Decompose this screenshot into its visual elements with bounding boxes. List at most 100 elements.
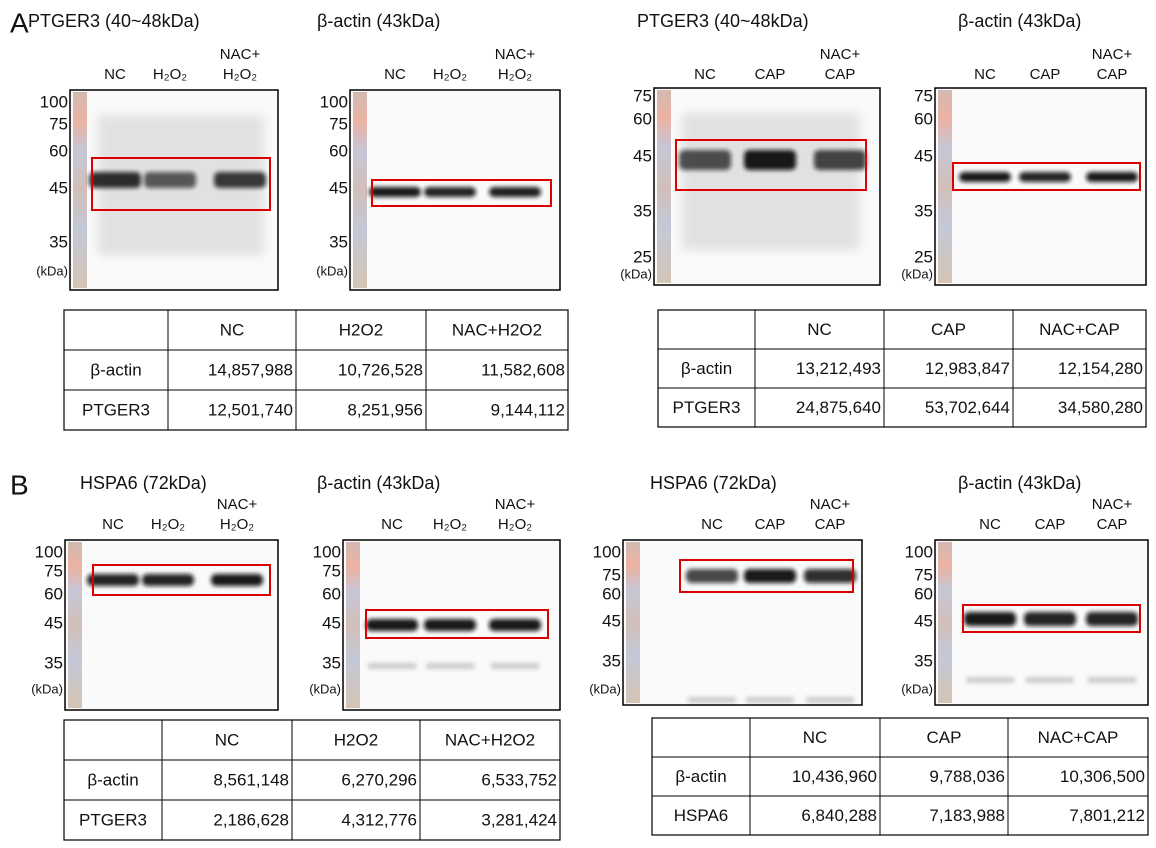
marker-label: 100 <box>35 542 63 561</box>
lane-label: H₂O₂ <box>153 66 187 83</box>
marker-label: 35 <box>329 232 348 251</box>
table-header: NC <box>220 320 245 339</box>
lane-label: NAC+ <box>495 46 536 63</box>
band <box>144 172 196 188</box>
marker-label: (kDa) <box>31 681 63 696</box>
band <box>424 619 476 631</box>
table-cell: 12,983,847 <box>925 359 1010 378</box>
lane-label: H₂O₂ <box>498 516 532 533</box>
blot-title: β-actin (43kDa) <box>317 473 440 493</box>
table-cell: 34,580,280 <box>1058 398 1143 417</box>
smear <box>682 113 860 250</box>
marker-label: 75 <box>329 114 348 133</box>
lane-label: NAC+ <box>810 496 851 513</box>
marker-label: 35 <box>49 232 68 251</box>
table-cell: 10,306,500 <box>1060 767 1145 786</box>
table-cell: 3,281,424 <box>481 810 557 829</box>
lane-label: CAP <box>1035 516 1066 533</box>
table-cell: 7,801,212 <box>1069 806 1145 825</box>
band <box>87 574 139 586</box>
marker-ladder <box>68 542 82 708</box>
band <box>1024 612 1076 626</box>
lane-label: H₂O₂ <box>151 516 185 533</box>
blot-frame <box>934 539 1149 706</box>
lane-label: CAP <box>825 66 856 83</box>
band <box>142 574 194 586</box>
lane-label: CAP <box>755 516 786 533</box>
band <box>366 619 418 631</box>
table-header: NC <box>807 320 832 339</box>
marker-label: 100 <box>40 92 68 111</box>
marker-label: 35 <box>322 653 341 672</box>
marker-label: 60 <box>914 584 933 603</box>
row-label: β-actin <box>90 360 141 379</box>
lane-label: NC <box>701 516 723 533</box>
blot-background <box>935 88 1146 285</box>
faint-band <box>1088 677 1136 683</box>
marker-label: 60 <box>633 109 652 128</box>
marker-label: 35 <box>602 651 621 670</box>
table-header: CAP <box>927 728 962 747</box>
faint-band <box>368 663 416 669</box>
table-frame <box>657 309 1147 428</box>
marker-label: 45 <box>44 613 63 632</box>
marker-ladder <box>938 542 952 703</box>
marker-label: 60 <box>914 109 933 128</box>
blot-title: PTGER3 (40~48kDa) <box>28 11 200 31</box>
lane-label: CAP <box>1097 66 1128 83</box>
marker-label: (kDa) <box>901 681 933 696</box>
table-frame <box>63 719 561 841</box>
marker-label: (kDa) <box>620 266 652 281</box>
faint-band <box>688 697 736 703</box>
band <box>214 172 266 188</box>
marker-label: 45 <box>914 146 933 165</box>
table-cell: 10,726,528 <box>338 360 423 379</box>
blot-title: PTGER3 (40~48kDa) <box>637 11 809 31</box>
table-cell: 53,702,644 <box>925 398 1010 417</box>
marker-label: 75 <box>49 114 68 133</box>
marker-label: 75 <box>602 565 621 584</box>
table-cell: 9,144,112 <box>491 400 565 419</box>
table-cell: 4,312,776 <box>341 810 417 829</box>
blot-frame <box>349 89 561 291</box>
band <box>489 619 541 631</box>
table-header: CAP <box>931 320 966 339</box>
marker-label: 45 <box>602 611 621 630</box>
lane-label: NAC+ <box>495 496 536 513</box>
table-cell: 9,788,036 <box>929 767 1005 786</box>
marker-ladder <box>626 542 640 703</box>
faint-band <box>426 663 474 669</box>
faint-band <box>966 677 1014 683</box>
faint-band <box>1026 677 1074 683</box>
band <box>89 172 141 188</box>
lane-label: CAP <box>815 516 846 533</box>
lane-label: NC <box>102 516 124 533</box>
lane-label: NAC+ <box>1092 46 1133 63</box>
table-cell: 6,840,288 <box>801 806 877 825</box>
marker-label: 45 <box>322 613 341 632</box>
marker-label: (kDa) <box>36 263 68 278</box>
highlight-box <box>679 559 854 593</box>
table-cell: 12,501,740 <box>208 400 293 419</box>
lane-label: NC <box>974 66 996 83</box>
table-cell: 8,561,148 <box>213 770 289 789</box>
lane-label: H₂O₂ <box>223 66 257 83</box>
panel-label: B <box>10 469 29 500</box>
marker-label: 25 <box>914 247 933 266</box>
row-label: PTGER3 <box>82 400 150 419</box>
blot-frame <box>69 89 279 291</box>
band <box>744 150 796 170</box>
lane-label: H₂O₂ <box>433 66 467 83</box>
table-cell: 10,436,960 <box>792 767 877 786</box>
faint-band <box>746 697 794 703</box>
faint-band <box>806 697 854 703</box>
marker-label: 35 <box>44 653 63 672</box>
marker-ladder <box>938 90 952 283</box>
row-label: β-actin <box>681 359 732 378</box>
blot-title: β-actin (43kDa) <box>317 11 440 31</box>
blot-frame <box>653 87 881 286</box>
marker-label: 75 <box>914 86 933 105</box>
band <box>1086 612 1138 626</box>
band <box>804 569 856 583</box>
panel-label: A <box>10 7 29 38</box>
